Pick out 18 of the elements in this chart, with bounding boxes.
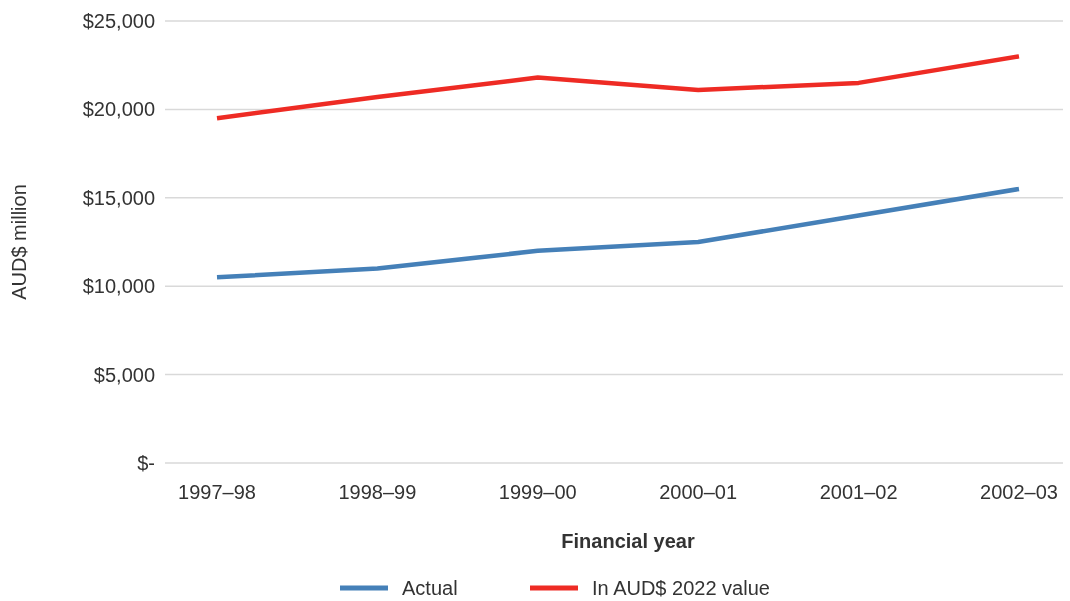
legend-label: Actual [402,577,458,599]
line-series [214,186,1022,280]
y-tick-label: $5,000 [93,363,155,386]
x-tick-label: 1997–98 [178,481,256,503]
y-tick-label: $25,000 [82,10,155,32]
x-tick-label: 1999–00 [498,481,577,503]
x-tick-label: 2002–03 [980,481,1058,503]
x-axis-title: Financial year [561,530,695,552]
line-series [214,54,1022,121]
y-tick-label: $15,000 [82,186,155,209]
x-tick-label: 2000–01 [659,481,738,503]
y-tick-label: $- [137,452,155,474]
x-tick-label: 1998–99 [338,481,417,503]
y-tick-label: $20,000 [82,98,155,121]
legend-label: In AUD$ 2022 value [592,577,770,599]
x-tick-label: 2001–02 [819,481,898,503]
y-tick-label: $10,000 [82,275,155,298]
y-axis-title: AUD$ million [8,184,30,300]
